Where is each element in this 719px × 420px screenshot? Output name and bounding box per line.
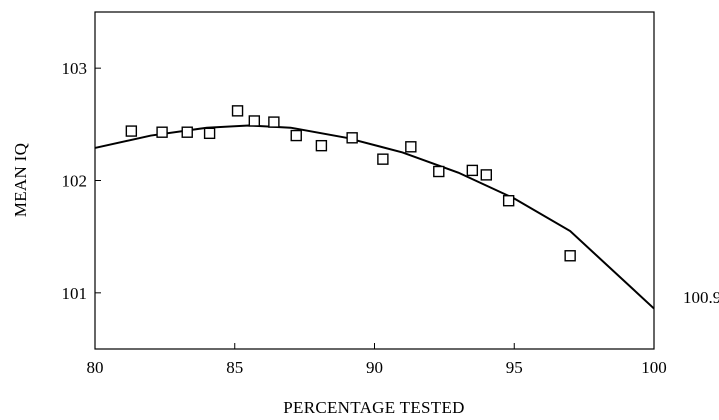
data-point — [290, 129, 302, 142]
data-point — [315, 139, 328, 152]
x-tick-label: 100 — [641, 358, 667, 377]
plot-frame — [94, 11, 655, 350]
y-tick-label: 102 — [62, 172, 88, 191]
data-points — [125, 105, 576, 262]
x-tick-label: 80 — [87, 358, 104, 377]
ticks: 80 85 90 95 100 101 102 103 — [62, 59, 667, 377]
data-point — [248, 115, 261, 127]
y-tick-label: 101 — [62, 284, 88, 303]
data-point — [125, 125, 138, 137]
data-point — [203, 127, 216, 140]
data-point — [377, 153, 389, 165]
data-point — [502, 195, 515, 207]
data-point — [346, 132, 358, 144]
fit-endpoint-label: 100.9 — [683, 288, 719, 307]
data-point — [405, 141, 417, 153]
y-tick-label: 103 — [62, 59, 88, 78]
data-point — [480, 169, 492, 181]
data-point — [268, 116, 280, 128]
y-axis-title: MEAN IQ — [11, 143, 30, 217]
x-tick-label: 95 — [506, 358, 523, 377]
x-tick-label: 85 — [226, 358, 243, 377]
data-point — [564, 250, 576, 262]
fit-curve — [94, 124, 655, 310]
data-point — [433, 165, 445, 178]
data-point — [466, 164, 479, 177]
data-point — [181, 126, 193, 138]
data-point — [156, 126, 168, 138]
x-axis-title: PERCENTAGE TESTED — [283, 398, 464, 417]
x-tick-label: 90 — [366, 358, 383, 377]
data-point — [231, 105, 244, 117]
